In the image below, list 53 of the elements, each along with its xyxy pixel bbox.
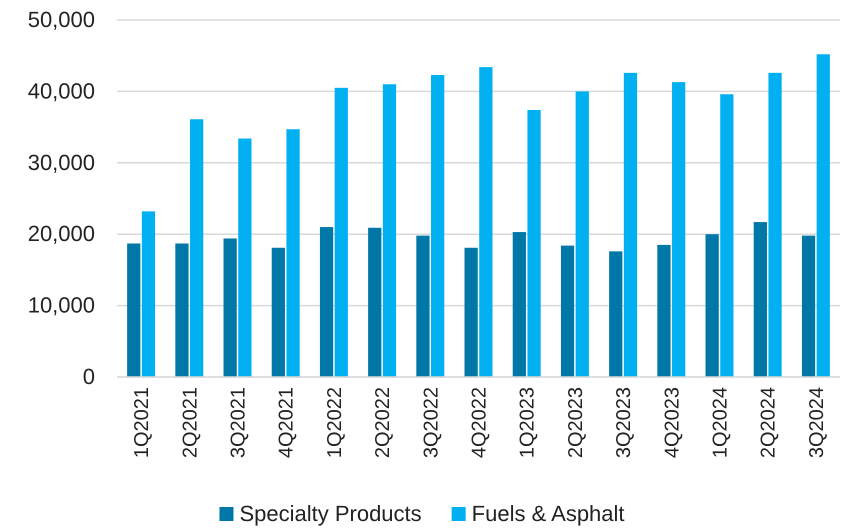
bar: [224, 238, 237, 377]
x-tick-label: 3Q2021: [228, 387, 250, 458]
x-tick-label: 1Q2021: [131, 387, 154, 458]
x-tick-label: 3Q2024: [806, 387, 828, 458]
x-tick-label: 4Q2021: [276, 387, 298, 458]
x-tick-label: 1Q2023: [516, 387, 539, 458]
bar: [816, 54, 830, 377]
bar: [272, 248, 285, 377]
bar: [142, 211, 156, 377]
bar: [576, 91, 589, 377]
bar: [368, 228, 382, 377]
bar: [672, 82, 686, 377]
bar: [320, 227, 334, 377]
x-tick-label: 3Q2023: [613, 387, 636, 458]
y-tick-label: 50,000: [28, 7, 95, 32]
y-tick-label: 10,000: [28, 292, 95, 318]
bar: [479, 67, 492, 377]
x-tick-label: 1Q2024: [710, 387, 732, 458]
bar: [238, 138, 252, 377]
bar: [657, 244, 671, 377]
bar: [416, 236, 430, 377]
y-tick-label: 30,000: [28, 150, 95, 175]
bar: [527, 110, 541, 377]
y-tick-label: 40,000: [28, 78, 95, 104]
x-tick-label: 2Q2024: [758, 387, 780, 458]
x-tick-label: 4Q2022: [468, 387, 490, 458]
bar: [286, 129, 300, 377]
x-tick-label: 1Q2022: [324, 387, 346, 458]
bar: [560, 246, 574, 377]
bar: [768, 72, 782, 377]
x-tick-label: 3Q2022: [420, 387, 442, 458]
bar: [175, 243, 189, 377]
y-tick-label: 0: [82, 364, 95, 390]
x-tick-label: 4Q2023: [661, 387, 684, 458]
bar: [609, 251, 622, 377]
bar: [706, 234, 719, 377]
x-tick-label: 2Q2023: [564, 387, 587, 458]
bar: [624, 72, 638, 377]
bar: [802, 236, 816, 377]
bar: [464, 248, 478, 377]
bar: [127, 243, 140, 377]
y-tick-label: 20,000: [28, 221, 95, 246]
bar: [720, 94, 734, 377]
x-tick-label: 2Q2021: [179, 387, 202, 458]
bar: [334, 88, 348, 377]
bar: [512, 232, 526, 377]
legend-label: Fuels & Asphalt: [472, 501, 625, 526]
legend-label: Specialty Products: [239, 501, 422, 526]
bar: [382, 84, 396, 377]
x-tick-label: 2Q2022: [372, 387, 394, 458]
bar: [431, 74, 444, 377]
bar: [754, 222, 767, 377]
bar: [190, 119, 204, 377]
